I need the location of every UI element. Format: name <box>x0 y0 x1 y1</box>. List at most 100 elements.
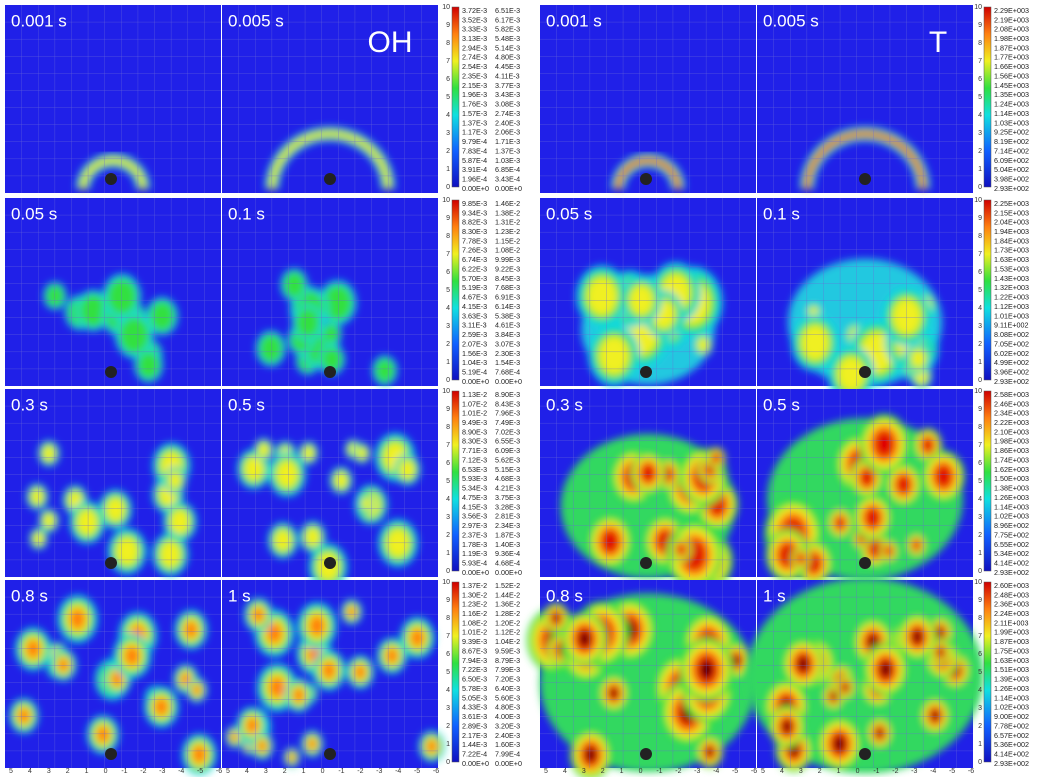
legend-value: 3.43E-3 <box>495 90 520 99</box>
legend-value: 8.43E-3 <box>495 399 520 408</box>
legend-value: 1.23E-2 <box>462 600 487 609</box>
legend-value: 1.14E+003 <box>994 693 1029 702</box>
colorbar-tick: 7 <box>978 442 982 449</box>
x-tick-label: -1 <box>656 768 662 775</box>
heat-blob <box>733 655 740 666</box>
heat-blob <box>258 442 270 458</box>
heat-blob <box>701 661 712 679</box>
heat-blob <box>231 732 239 742</box>
heat-blob <box>837 356 866 392</box>
ignition-point <box>640 366 652 378</box>
legend-value: 1.37E-2 <box>462 581 487 590</box>
colorbar-tick: 9 <box>446 406 450 413</box>
legend-value: 1.63E+003 <box>994 255 1029 264</box>
legend-value: 4.21E-3 <box>495 484 520 493</box>
heat-field <box>800 126 930 190</box>
contour-panel: 0.5 s <box>222 389 438 590</box>
x-tick-label: 4 <box>563 768 567 775</box>
heat-blob <box>252 607 265 623</box>
x-tick-label: -3 <box>159 768 165 775</box>
legend-value: 5.60E-3 <box>495 693 520 702</box>
colorbar-tick: 10 <box>442 4 450 11</box>
colorbar-tick: 5 <box>446 287 450 294</box>
legend-value: 1.37E-3 <box>495 146 520 155</box>
legend-value: 7.68E-4 <box>495 368 520 377</box>
legend-value: 0.00E+0 <box>462 568 489 577</box>
colorbar-tick: 10 <box>974 388 982 395</box>
time-label: 0.001 s <box>546 11 602 30</box>
legend-value: 5.93E-4 <box>462 559 487 568</box>
heat-blob <box>586 276 618 316</box>
colorbar-tick: 5 <box>978 94 982 101</box>
colorbar-tick: 7 <box>446 58 450 65</box>
legend-value: 6.14E-3 <box>495 302 520 311</box>
colorbar-tick: 3 <box>446 130 450 137</box>
legend-value: 5.87E-4 <box>462 156 487 165</box>
heat-blob <box>184 620 198 639</box>
legend-value: 8.30E-3 <box>462 227 487 236</box>
legend-value: 1.60E-3 <box>495 740 520 749</box>
heat-blob <box>932 710 939 721</box>
heat-field <box>76 153 150 190</box>
x-tick-label: -3 <box>911 768 917 775</box>
legend-value: 1.01E-2 <box>462 628 487 637</box>
legend-value: 9.36E-4 <box>495 549 520 558</box>
legend-value: 3.84E-3 <box>495 330 520 339</box>
legend-value: 1.40E-3 <box>495 540 520 549</box>
legend-value: 2.93E+002 <box>994 377 1029 386</box>
heat-blob <box>868 635 877 649</box>
legend-value: 1.14E+003 <box>994 502 1029 511</box>
legend-value: 7.71E-3 <box>462 446 487 455</box>
legend-value: 1.96E-4 <box>462 175 487 184</box>
colorbar-tick: 0 <box>978 759 982 766</box>
heat-blob <box>322 323 340 344</box>
heat-blob <box>610 688 617 698</box>
heat-blob <box>159 540 182 568</box>
legend-value: 1.07E-2 <box>462 399 487 408</box>
legend-value: 1.02E+003 <box>994 703 1029 712</box>
legend-value: 1.57E-3 <box>462 109 487 118</box>
heat-blob <box>149 300 175 332</box>
ignition-point <box>105 366 117 378</box>
heat-blob <box>869 540 882 558</box>
colorbar-tick: 1 <box>978 741 982 748</box>
legend-value: 1.74E+003 <box>994 455 1029 464</box>
legend-value: 2.34E-3 <box>495 521 520 530</box>
x-tick-label: 3 <box>47 768 51 775</box>
legend-value: 1.28E-2 <box>495 609 520 618</box>
colorbar-tick: 8 <box>446 40 450 47</box>
heat-field <box>746 577 984 774</box>
x-tick-label: 0 <box>104 768 108 775</box>
legend-value: 1.12E+003 <box>994 302 1029 311</box>
colorbar-tick: 10 <box>442 197 450 204</box>
colorbar-tick: 1 <box>446 741 450 748</box>
legend-value: 1.37E-3 <box>462 118 487 127</box>
legend-value: 6.85E-4 <box>495 165 520 174</box>
heat-blob <box>843 684 848 691</box>
legend-value: 8.82E-3 <box>462 218 487 227</box>
legend-value: 1.12E-2 <box>495 628 520 637</box>
colorbar-tick: 6 <box>978 651 982 658</box>
legend-value: 3.63E-3 <box>462 311 487 320</box>
heat-blob <box>798 657 808 671</box>
legend-value: 3.43E-4 <box>495 175 520 184</box>
legend-value: 8.30E-3 <box>462 437 487 446</box>
legend-value: 7.99E-3 <box>495 665 520 674</box>
time-label: 0.1 s <box>763 204 800 223</box>
x-tick-label: 4 <box>245 768 249 775</box>
legend-value: 0.00E+0 <box>495 759 522 768</box>
legend-value: 4.75E-3 <box>462 493 487 502</box>
colorbar-tick: 7 <box>978 58 982 65</box>
legend-value: 1.31E-2 <box>495 218 520 227</box>
ignition-point <box>859 557 871 569</box>
legend-value: 7.78E-3 <box>462 236 487 245</box>
heat-blob <box>892 297 922 336</box>
legend-value: 1.96E-3 <box>462 90 487 99</box>
legend-value: 1.38E-2 <box>495 208 520 217</box>
colorbar-tick: 1 <box>978 166 982 173</box>
contour-panel: 0.1 s <box>757 198 973 402</box>
x-tick-label: 2 <box>283 768 287 775</box>
legend-value: 9.79E-4 <box>462 137 487 146</box>
legend-value: 5.34E-3 <box>462 484 487 493</box>
legend-value: 7.12E-3 <box>462 455 487 464</box>
